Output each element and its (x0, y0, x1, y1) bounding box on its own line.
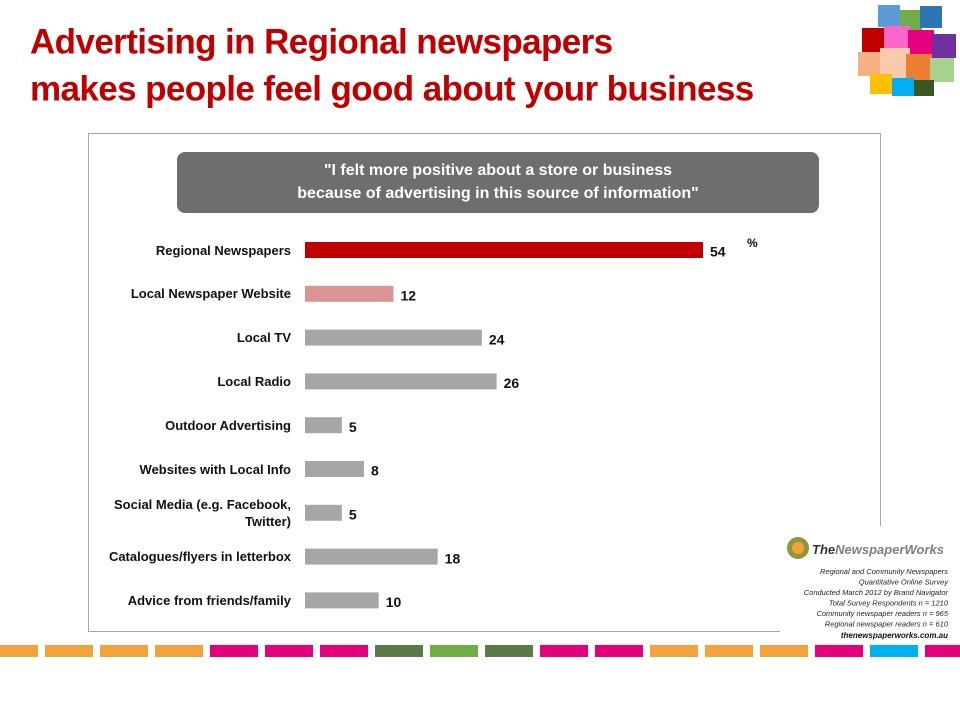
slide-title: Advertising in Regional newspapers (30, 22, 613, 61)
source-lines: Regional and Community NewspapersQuantit… (804, 567, 950, 640)
bar (305, 504, 342, 521)
value-label: 5 (349, 507, 357, 523)
value-label: 5 (349, 419, 357, 435)
color-strip (0, 645, 960, 657)
bar (305, 373, 497, 390)
bar (305, 548, 438, 565)
category-label: Catalogues/flyers in letterbox (108, 549, 291, 565)
value-label: 8 (371, 463, 379, 479)
strip-block (815, 645, 863, 657)
unit-label: % (747, 236, 758, 250)
category-label: Local TV (236, 330, 291, 346)
category-label-box: Social Media (e.g. Facebook, Twitter) (114, 496, 291, 529)
source-logo-icon (792, 542, 804, 554)
source-brand: TheNewspaperWorks (812, 542, 944, 557)
source-line: Community newspaper readers n = 965 (816, 609, 948, 618)
strip-block (705, 645, 753, 657)
strip-block (595, 645, 643, 657)
source-line: Conducted March 2012 by Brand Navigator (804, 588, 949, 597)
strip-block (155, 645, 203, 657)
bar (305, 242, 703, 258)
category-label-box: Websites with Local Info (139, 461, 291, 477)
chart-title: "I felt more positive about a store or b… (324, 162, 672, 179)
strip-block (870, 645, 918, 657)
category-label: Outdoor Advertising (165, 417, 291, 433)
category-label-box: Advice from friends/family (127, 592, 291, 608)
category-label: Local Radio (217, 373, 291, 389)
strip-block (45, 645, 93, 657)
strip-block (540, 645, 588, 657)
category-label-box: Catalogues/flyers in letterbox (108, 549, 291, 565)
category-label: Local Newspaper Website (130, 286, 291, 302)
strip-block (320, 645, 368, 657)
source-line: Regional and Community Newspapers (820, 567, 948, 576)
strip-block (485, 645, 533, 657)
category-label-box: Outdoor Advertising (165, 417, 291, 433)
value-label: 12 (400, 288, 416, 304)
strip-block (210, 645, 258, 657)
bar (305, 329, 482, 346)
strip-block (430, 645, 478, 657)
strip-block (0, 645, 38, 657)
bar (305, 461, 364, 477)
strip-block (100, 645, 148, 657)
category-label: Regional Newspapers (155, 242, 291, 258)
brand-name: NewspaperWorks (835, 542, 944, 557)
value-label: 18 (445, 550, 461, 566)
source-box (780, 526, 960, 642)
category-label: Advice from friends/family (127, 592, 291, 608)
source-line: Quantitative Online Survey (859, 577, 949, 586)
strip-block (375, 645, 423, 657)
brand-prefix: The (812, 542, 835, 557)
strip-block (265, 645, 313, 657)
value-label: 10 (386, 594, 402, 610)
category-label-box: Local Newspaper Website (130, 286, 291, 302)
logo-mosaic (858, 5, 956, 96)
bars: 54 Regional Newspapers 12 Local Newspaper W… (108, 242, 726, 610)
strip-block (760, 645, 808, 657)
source-line: Total Survey Respondents n = 1210 (829, 598, 949, 607)
value-label: 24 (489, 331, 505, 347)
strip-block (925, 645, 960, 657)
category-label: Social Media (e.g. Facebook, Twitter) (114, 496, 291, 529)
value-label: 26 (504, 375, 520, 391)
bar (305, 285, 394, 302)
category-label-box: Local Radio (217, 373, 291, 389)
bar (305, 592, 379, 609)
value-label: 54 (710, 244, 726, 260)
category-label-box: Local TV (236, 330, 291, 346)
category-label: Websites with Local Info (139, 461, 291, 477)
source-url: thenewspaperworks.com.au (841, 631, 948, 640)
slide-title: makes people feel good about your busine… (30, 69, 754, 108)
source-line: Regional newspaper readers n = 610 (825, 619, 949, 628)
chart-title: because of advertising in this source of… (297, 185, 698, 202)
strip-block (650, 645, 698, 657)
category-label-box: Regional Newspapers (155, 242, 291, 258)
bar (305, 417, 342, 434)
quote-box (177, 152, 819, 213)
